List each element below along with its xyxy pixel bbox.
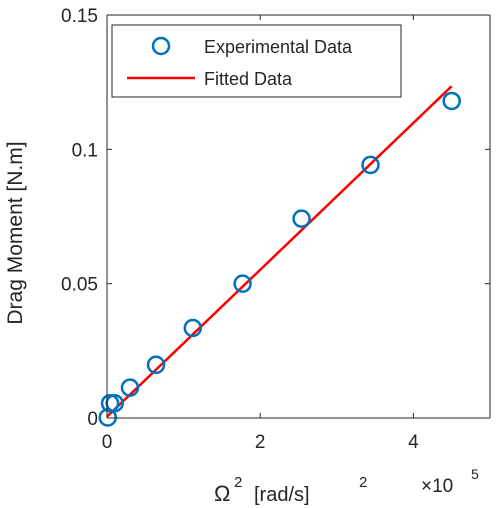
x-exponent-base: ×10 xyxy=(421,476,453,497)
data-point xyxy=(361,155,380,175)
x-axis-label-sup2: 2 xyxy=(359,474,367,491)
axes: 0 2 4 0 0.05 0.1 0.15 xyxy=(61,6,491,453)
data-point xyxy=(292,209,311,228)
y-tick-label: 0.05 xyxy=(61,275,98,296)
data-point xyxy=(442,91,461,111)
y-tick-label: 0 xyxy=(87,409,98,430)
x-axis-label-sup: 2 xyxy=(234,474,242,491)
x-axis-label-base: Ω xyxy=(214,481,230,506)
data-point xyxy=(233,274,252,293)
legend-marker-experimental xyxy=(151,36,171,56)
x-exponent-power: 5 xyxy=(471,466,479,482)
data-point xyxy=(98,408,118,427)
legend-label-experimental: Experimental Data xyxy=(204,37,353,57)
x-axis-label-unit: [rad/s] xyxy=(254,484,310,506)
x-exponent: ×10 5 xyxy=(421,466,479,497)
plot-area xyxy=(98,85,461,427)
x-axis-label: Ω 2 [rad/s] 2 xyxy=(214,474,367,506)
x-tick-label: 4 xyxy=(408,432,419,453)
y-axis-label: Drag Moment [N.m] xyxy=(4,141,27,324)
y-tick-label: 0.1 xyxy=(72,140,98,161)
fitted-line xyxy=(106,85,453,418)
y-tick-label: 0.15 xyxy=(61,6,98,27)
legend: Experimental Data Fitted Data xyxy=(111,24,402,98)
x-tick-label: 0 xyxy=(102,432,113,453)
data-point xyxy=(183,318,203,338)
data-point xyxy=(120,378,140,397)
legend-label-fitted: Fitted Data xyxy=(204,69,293,89)
x-tick-label: 2 xyxy=(255,432,266,453)
data-point xyxy=(146,355,166,375)
